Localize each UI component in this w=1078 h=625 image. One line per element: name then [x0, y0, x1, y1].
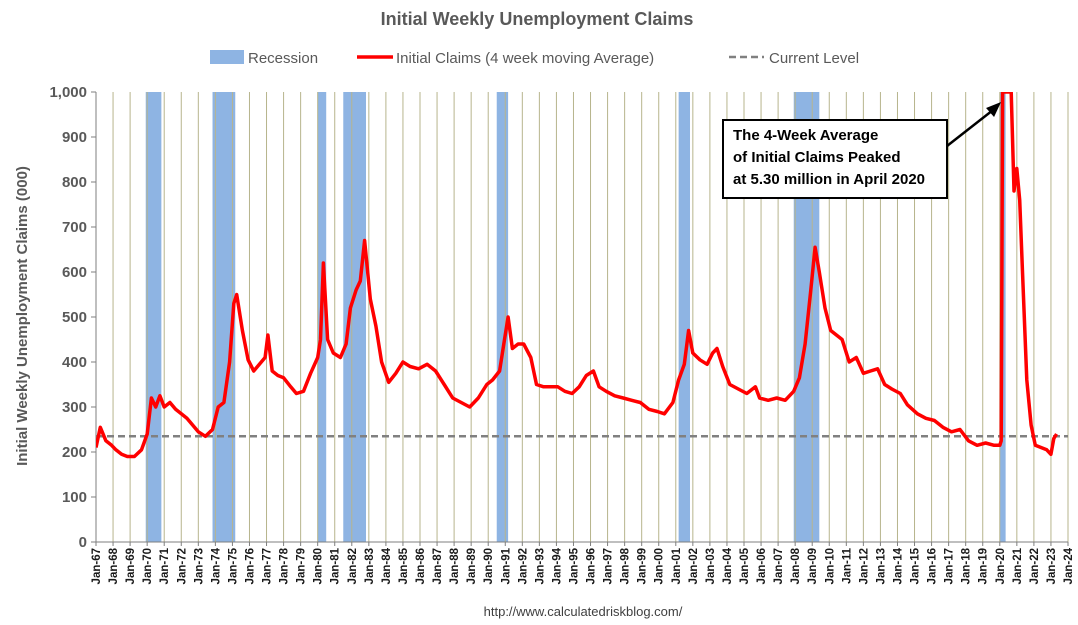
- x-tick-label: Jan-87: [432, 548, 444, 584]
- x-tick-label: Jan-21: [1012, 547, 1024, 584]
- x-tick-label: Jan-09: [807, 548, 819, 584]
- x-tick-label: Jan-83: [364, 548, 376, 584]
- annotation-arrowhead: [986, 102, 1002, 117]
- x-tick-label: Jan-05: [739, 547, 751, 584]
- x-tick-label: Jan-90: [483, 548, 495, 584]
- y-tick-label: 200: [62, 444, 87, 461]
- y-tick-label: 100: [62, 489, 87, 506]
- recession-band-2: [212, 92, 236, 542]
- x-tick-label: Jan-78: [279, 547, 291, 584]
- recession-band-6: [678, 92, 690, 542]
- x-tick-label: Jan-14: [892, 547, 904, 584]
- x-tick-label: Jan-95: [568, 547, 580, 584]
- x-tick-label: Jan-85: [398, 547, 410, 584]
- x-tick-label: Jan-70: [142, 548, 154, 584]
- y-tick-label: 600: [62, 264, 87, 281]
- x-tick-label: Jan-07: [773, 548, 785, 584]
- x-tick-label: Jan-73: [193, 548, 205, 584]
- y-tick-label: 800: [62, 174, 87, 191]
- y-tick-label: 0: [79, 534, 87, 551]
- x-tick-label: Jan-08: [790, 547, 802, 584]
- y-tick-label: 1,000: [49, 84, 87, 101]
- x-tick-label: Jan-94: [551, 547, 563, 584]
- x-tick-label: Jan-11: [841, 547, 853, 583]
- x-tick-label: Jan-79: [296, 548, 308, 584]
- x-tick-label: Jan-12: [858, 548, 870, 584]
- legend-label: Initial Claims (4 week moving Average): [396, 50, 654, 67]
- x-tick-label: Jan-86: [415, 548, 427, 584]
- x-tick-label: Jan-17: [944, 548, 956, 584]
- x-tick-label: Jan-13: [875, 548, 887, 584]
- y-tick-label: 700: [62, 219, 87, 236]
- x-tick-label: Jan-67: [91, 548, 103, 584]
- x-tick-label: Jan-18: [961, 547, 973, 584]
- annotation-arrow-line: [946, 109, 994, 147]
- legend-label: Recession: [248, 50, 318, 67]
- y-tick-label: 900: [62, 129, 87, 146]
- x-tick-label: Jan-77: [262, 548, 274, 584]
- legend-swatch-recession: [210, 50, 244, 64]
- x-tick-label: Jan-19: [978, 548, 990, 584]
- annotation-text: of Initial Claims Peaked: [733, 149, 901, 166]
- x-tick-label: Jan-88: [449, 547, 461, 584]
- recession-band-1: [145, 92, 162, 542]
- x-tick-label: Jan-10: [824, 548, 836, 584]
- x-tick-label: Jan-76: [244, 548, 256, 584]
- x-tick-label: Jan-97: [603, 548, 615, 584]
- recession-band-4: [343, 92, 366, 542]
- x-tick-label: Jan-81: [330, 547, 342, 584]
- x-tick-label: Jan-93: [534, 548, 546, 584]
- annotation-text: The 4-Week Average: [733, 127, 878, 144]
- x-tick-label: Jan-23: [1046, 548, 1058, 584]
- x-tick-label: Jan-91: [500, 547, 512, 584]
- y-tick-label: 400: [62, 354, 87, 371]
- x-tick-label: Jan-98: [620, 547, 632, 584]
- x-tick-label: Jan-00: [654, 548, 666, 584]
- x-tick-label: Jan-75: [227, 547, 239, 584]
- x-tick-label: Jan-89: [466, 548, 478, 584]
- legend: Recession Initial Claims (4 week moving A…: [210, 50, 859, 67]
- recession-band-5: [496, 92, 509, 542]
- x-tick-label: Jan-22: [1029, 548, 1041, 584]
- annotation-text: at 5.30 million in April 2020: [733, 171, 925, 188]
- x-tick-label: Jan-15: [910, 547, 922, 584]
- x-tick-label: Jan-04: [722, 547, 734, 584]
- x-tick-label: Jan-71: [159, 547, 171, 584]
- x-tick-label: Jan-03: [705, 548, 717, 584]
- x-tick-label: Jan-72: [176, 548, 188, 584]
- x-tick-label: Jan-74: [210, 547, 222, 584]
- x-tick-label: Jan-06: [756, 548, 768, 584]
- y-tick-label: 300: [62, 399, 87, 416]
- x-tick-label: Jan-80: [313, 548, 325, 584]
- claims-series-line: [96, 92, 1059, 459]
- plot-area: 0 100 200 300 400 500 600 700 800 900 1,000 Jan-67 J…: [49, 84, 1075, 584]
- x-tick-label: Jan-84: [381, 547, 393, 584]
- x-tick-label: Jan-69: [125, 548, 137, 584]
- x-tick-label: Jan-96: [586, 548, 598, 584]
- chart-title: Initial Weekly Unemployment Claims: [381, 9, 694, 29]
- y-axis-label: Initial Weekly Unemployment Claims (000): [14, 166, 31, 466]
- annotation-box: [722, 119, 948, 199]
- legend-label: Current Level: [769, 50, 859, 67]
- source-url: http://www.calculatedriskblog.com/: [484, 604, 683, 619]
- x-tick-label: Jan-02: [688, 548, 700, 584]
- x-tick-label: Jan-01: [671, 547, 683, 584]
- x-tick-label: Jan-20: [995, 548, 1007, 584]
- x-tick-label: Jan-82: [347, 548, 359, 584]
- y-tick-label: 500: [62, 309, 87, 326]
- x-tick-label: Jan-16: [927, 548, 939, 584]
- x-tick-label: Jan-92: [517, 548, 529, 584]
- x-tick-label: Jan-99: [637, 548, 649, 584]
- x-tick-label: Jan-24: [1063, 547, 1075, 584]
- x-tick-label: Jan-68: [108, 547, 120, 584]
